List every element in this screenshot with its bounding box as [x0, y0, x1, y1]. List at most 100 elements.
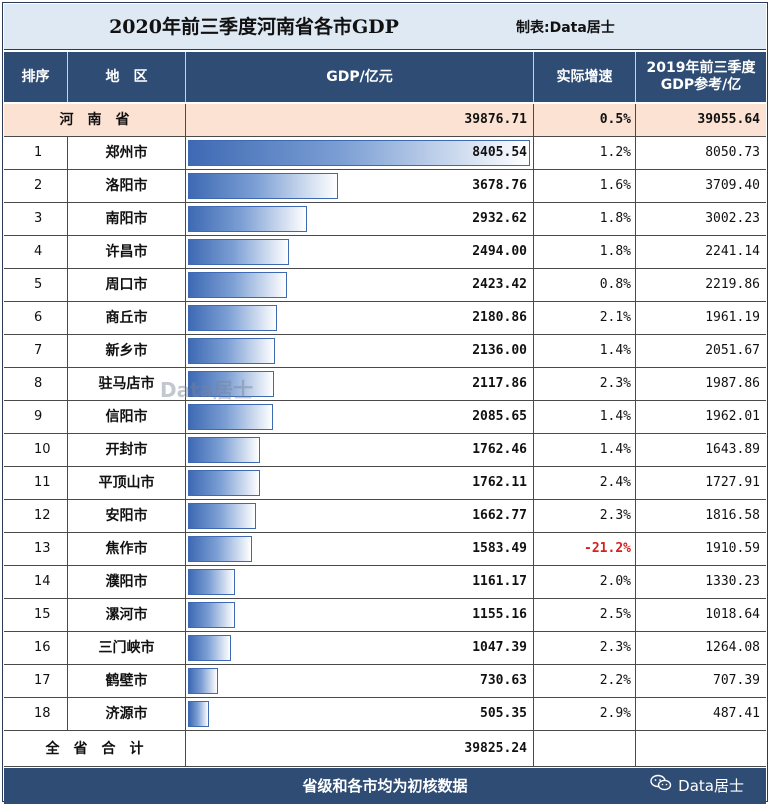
- gdp-bar: [188, 272, 287, 298]
- wechat-label: Data居士: [678, 777, 744, 795]
- city-name: 驻马店市: [68, 368, 186, 400]
- city-name: 南阳市: [68, 203, 186, 235]
- growth-rate: 2.1%: [534, 302, 636, 334]
- maker-credit: 制表:Data居士: [516, 20, 615, 36]
- ref-gdp-2019: 1910.59: [705, 541, 760, 556]
- rank-cell: 9: [4, 401, 68, 433]
- gdp-bar: [188, 470, 260, 496]
- title-row: 2020年前三季度河南省各市GDP 制表:Data居士: [4, 4, 766, 50]
- province-ref: 39055.64: [697, 112, 760, 127]
- total-gdp: 39825.24: [464, 741, 527, 756]
- rank-cell: 1: [4, 137, 68, 169]
- growth-rate: 2.3%: [534, 500, 636, 532]
- gdp-cell: 3678.76: [186, 170, 534, 202]
- ref-gdp-2019: 1330.23: [705, 574, 760, 589]
- province-row: 河南省 39876.71 0.5% 39055.64: [4, 104, 766, 137]
- growth-rate: 1.8%: [534, 203, 636, 235]
- growth-rate: 2.5%: [534, 599, 636, 631]
- rank-cell: 6: [4, 302, 68, 334]
- growth-rate: 1.2%: [534, 137, 636, 169]
- gdp-value: 1762.46: [472, 442, 527, 457]
- city-name: 安阳市: [68, 500, 186, 532]
- gdp-bar: [188, 536, 252, 562]
- gdp-bar: [188, 206, 307, 232]
- table-row: 14 濮阳市 1161.17 2.0% 1330.23: [4, 566, 766, 599]
- gdp-value: 8405.54: [472, 145, 527, 160]
- ref-gdp-2019: 1961.19: [705, 310, 760, 325]
- gdp-bar: [188, 173, 338, 199]
- gdp-value: 1155.16: [472, 607, 527, 622]
- table-row: 8 驻马店市 2117.86 2.3% 1987.86: [4, 368, 766, 401]
- header-ref: 2019年前三季度GDP参考/亿: [646, 60, 756, 93]
- gdp-value: 1662.77: [472, 508, 527, 523]
- total-rate-empty: [534, 731, 636, 767]
- rank-cell: 12: [4, 500, 68, 532]
- gdp-value: 2117.86: [472, 376, 527, 391]
- gdp-bar: [188, 371, 274, 397]
- city-name: 许昌市: [68, 236, 186, 268]
- rank-cell: 11: [4, 467, 68, 499]
- rank-cell: 13: [4, 533, 68, 565]
- gdp-bar: [188, 404, 273, 430]
- ref-gdp-2019: 1816.58: [705, 508, 760, 523]
- total-label: 全省合计: [4, 731, 186, 767]
- gdp-cell: 1662.77: [186, 500, 534, 532]
- growth-rate: 1.6%: [534, 170, 636, 202]
- gdp-value: 2136.00: [472, 343, 527, 358]
- province-rate: 0.5%: [534, 104, 636, 136]
- rank-cell: 4: [4, 236, 68, 268]
- gdp-cell: 2180.86: [186, 302, 534, 334]
- ref-gdp-2019: 707.39: [713, 673, 760, 688]
- growth-rate: 1.8%: [534, 236, 636, 268]
- ref-gdp-2019: 1962.01: [705, 409, 760, 424]
- gdp-value: 1047.39: [472, 640, 527, 655]
- ref-gdp-2019: 2241.14: [705, 244, 760, 259]
- gdp-cell: 2423.42: [186, 269, 534, 301]
- ref-gdp-2019: 3709.40: [705, 178, 760, 193]
- ref-gdp-2019: 2219.86: [705, 277, 760, 292]
- gdp-value: 505.35: [480, 706, 527, 721]
- header-rank: 排序: [4, 52, 68, 102]
- watermark: Data居士: [160, 378, 254, 402]
- footer-note: 省级和各市均为初核数据: [302, 777, 468, 795]
- footer-bar: 省级和各市均为初核数据 Data居士: [4, 768, 766, 804]
- province-name: 河南省: [4, 104, 186, 136]
- ref-gdp-2019: 1018.64: [705, 607, 760, 622]
- city-name: 新乡市: [68, 335, 186, 367]
- gdp-cell: 8405.54: [186, 137, 534, 169]
- rank-cell: 3: [4, 203, 68, 235]
- table-row: 11 平顶山市 1762.11 2.4% 1727.91: [4, 467, 766, 500]
- table-row: 3 南阳市 2932.62 1.8% 3002.23: [4, 203, 766, 236]
- growth-rate: 0.8%: [534, 269, 636, 301]
- table-row: 7 新乡市 2136.00 1.4% 2051.67: [4, 335, 766, 368]
- ref-gdp-2019: 3002.23: [705, 211, 760, 226]
- gdp-cell: 2085.65: [186, 401, 534, 433]
- gdp-value: 730.63: [480, 673, 527, 688]
- ref-gdp-2019: 487.41: [713, 706, 760, 721]
- rank-cell: 7: [4, 335, 68, 367]
- table-row: 6 商丘市 2180.86 2.1% 1961.19: [4, 302, 766, 335]
- gdp-value: 1583.49: [472, 541, 527, 556]
- wechat-badge: Data居士: [650, 774, 744, 798]
- ref-gdp-2019: 1643.89: [705, 442, 760, 457]
- gdp-bar: [188, 569, 235, 595]
- growth-rate: 2.3%: [534, 632, 636, 664]
- rank-cell: 2: [4, 170, 68, 202]
- city-name: 焦作市: [68, 533, 186, 565]
- growth-rate: 1.4%: [534, 434, 636, 466]
- rank-cell: 18: [4, 698, 68, 730]
- gdp-cell: 2932.62: [186, 203, 534, 235]
- table-row: 9 信阳市 2085.65 1.4% 1962.01: [4, 401, 766, 434]
- growth-rate: 1.4%: [534, 401, 636, 433]
- header-gdp: GDP/亿元: [186, 52, 534, 102]
- city-name: 郑州市: [68, 137, 186, 169]
- rank-cell: 5: [4, 269, 68, 301]
- gdp-cell: 1583.49: [186, 533, 534, 565]
- table-row: 15 漯河市 1155.16 2.5% 1018.64: [4, 599, 766, 632]
- gdp-bar: [188, 602, 235, 628]
- ref-gdp-2019: 1987.86: [705, 376, 760, 391]
- gdp-cell: 2136.00: [186, 335, 534, 367]
- table-row: 10 开封市 1762.46 1.4% 1643.89: [4, 434, 766, 467]
- gdp-bar: [188, 338, 275, 364]
- page-title: 2020年前三季度河南省各市GDP: [109, 16, 399, 38]
